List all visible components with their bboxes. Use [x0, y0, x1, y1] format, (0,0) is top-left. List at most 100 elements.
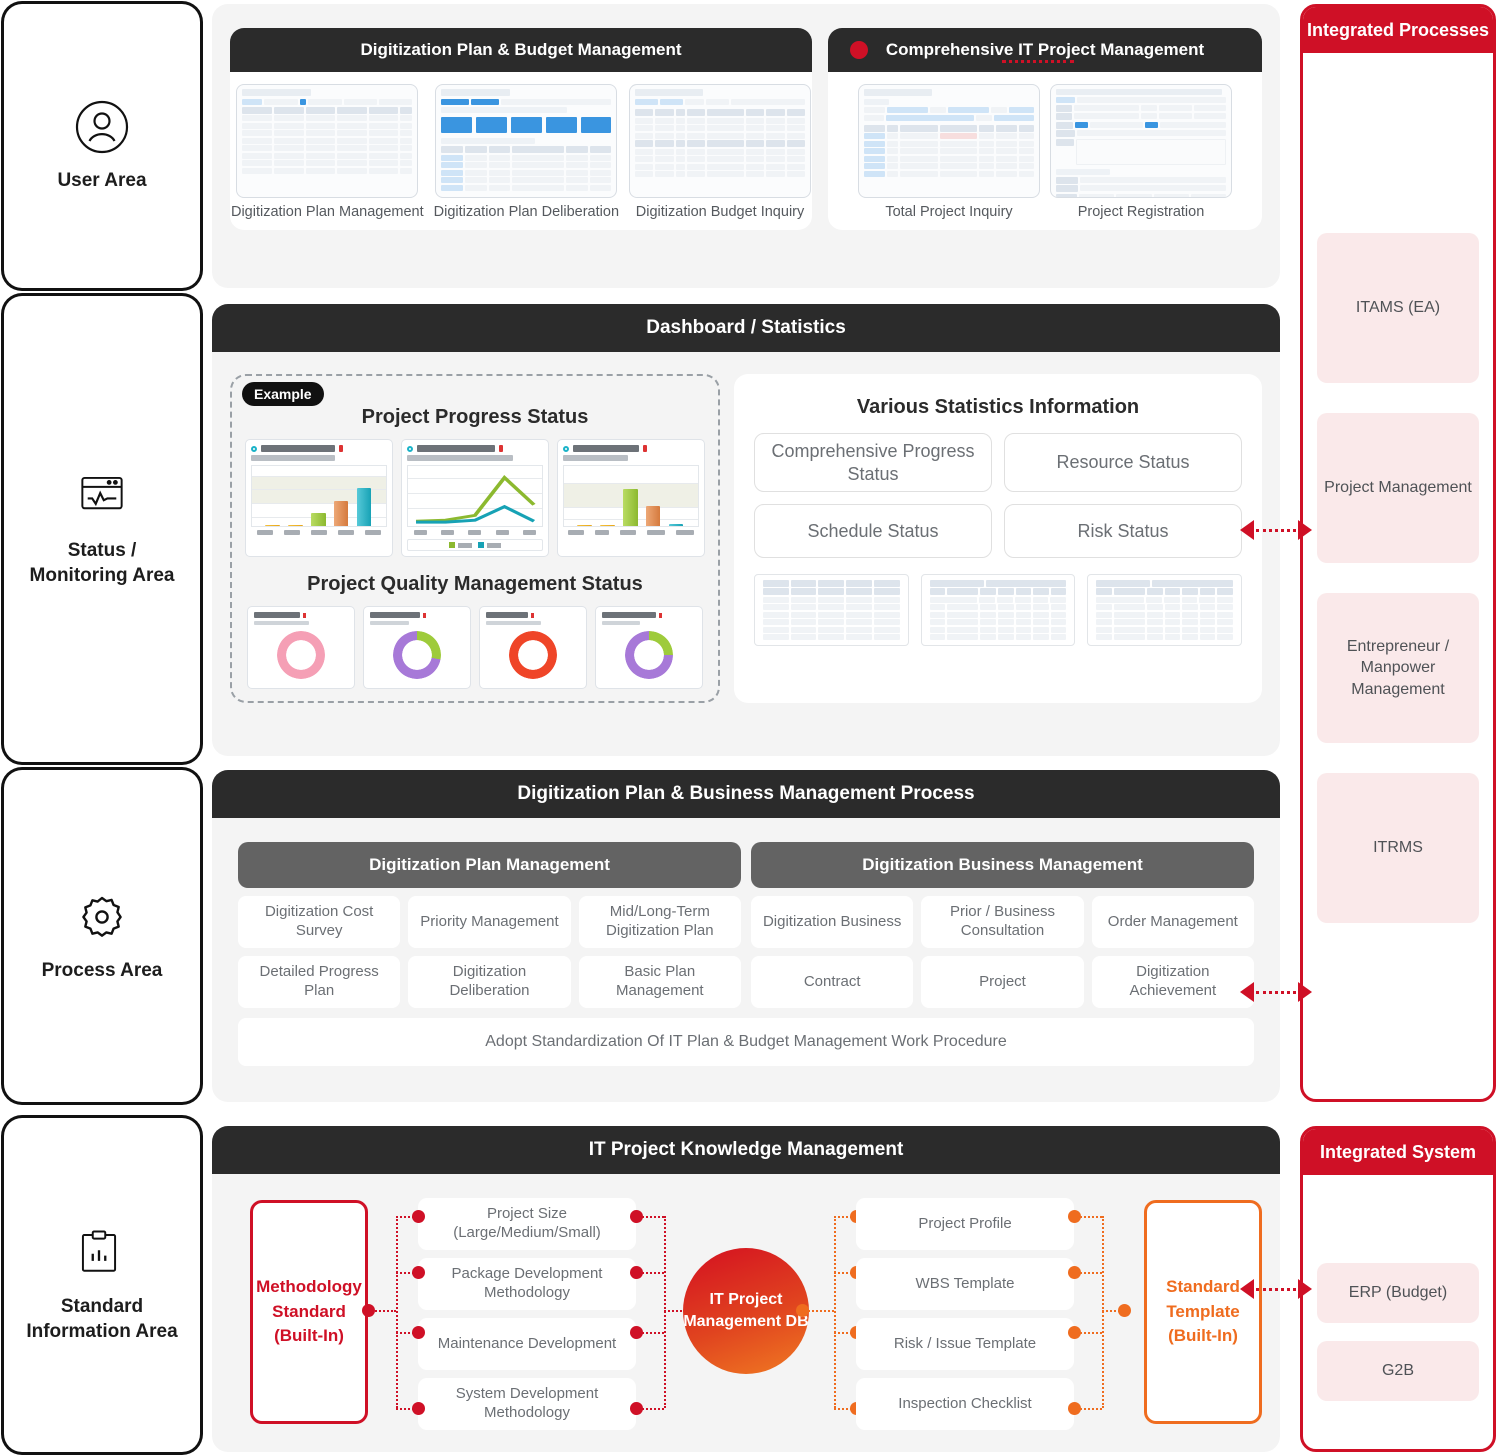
monitor-chart-icon — [74, 469, 130, 525]
connector-line — [642, 1332, 664, 1334]
integrated-system-title: Integrated System — [1303, 1129, 1493, 1175]
knowledge-title: IT Project Knowledge Management — [212, 1126, 1280, 1174]
knowledge-item[interactable]: Project Profile — [856, 1198, 1074, 1250]
arrow-left-icon — [1240, 520, 1254, 540]
process-cell[interactable]: Priority Management — [408, 896, 571, 948]
dashboard-panel: Dashboard / Statistics Example Project P… — [212, 304, 1280, 756]
process-cell[interactable]: Mid/Long-Term Digitization Plan — [578, 896, 741, 948]
standard-template-box[interactable]: Standard Template (Built-In) — [1144, 1200, 1262, 1424]
screenshot-caption: Digitization Plan Management — [230, 204, 424, 220]
rail-item-erp-budget[interactable]: ERP (Budget) — [1317, 1263, 1479, 1323]
connector-node-icon — [1118, 1304, 1131, 1317]
methodology-standard-box[interactable]: Methodology Standard (Built-In) — [250, 1200, 368, 1424]
arrow-dash-line — [1256, 1287, 1296, 1291]
knowledge-item[interactable]: System Development Methodology — [418, 1378, 636, 1430]
knowledge-item[interactable]: WBS Template — [856, 1258, 1074, 1310]
arrow-knowledge-to-integrated-system — [1240, 1279, 1312, 1299]
arrow-left-icon — [1240, 1279, 1254, 1299]
arrow-left-icon — [1240, 982, 1254, 1002]
panel-connector-line — [1002, 60, 1074, 63]
connector-node-icon — [1068, 1266, 1081, 1279]
screenshot-thumb[interactable]: Total Project Inquiry — [858, 84, 1040, 220]
knowledge-item[interactable]: Inspection Checklist — [856, 1378, 1074, 1430]
comprehensive-it-project-title: Comprehensive IT Project Management — [828, 28, 1262, 72]
process-cell[interactable]: Basic Plan Management — [578, 956, 741, 1008]
user-area-panel: Digitization Plan & Budget Management — [212, 4, 1280, 288]
connector-line — [1102, 1310, 1124, 1312]
methodology-items-list: Project Size (Large/Medium/Small) Packag… — [418, 1198, 636, 1430]
progress-charts-row — [244, 439, 706, 557]
connector-line — [1080, 1216, 1102, 1218]
connector-line — [642, 1272, 664, 1274]
stat-pill-risk-status[interactable]: Risk Status — [1004, 504, 1242, 558]
connector-node-icon — [630, 1266, 643, 1279]
connector-node-icon — [630, 1326, 643, 1339]
rail-item-project-management[interactable]: Project Management — [1317, 413, 1479, 563]
example-badge: Example — [242, 382, 324, 406]
stat-pill-schedule-status[interactable]: Schedule Status — [754, 504, 992, 558]
project-progress-status-title: Project Progress Status — [361, 406, 589, 428]
connector-node-icon — [796, 1304, 809, 1317]
connector-line — [1080, 1408, 1102, 1410]
process-cell[interactable]: Digitization Deliberation — [408, 956, 571, 1008]
connector-node-icon — [412, 1326, 425, 1339]
connector-line — [368, 1310, 396, 1312]
example-dashboard-group: Example Project Progress Status — [230, 374, 720, 703]
sidebar-item-status-monitoring-area[interactable]: Status / Monitoring Area — [4, 296, 200, 762]
template-items-list: Project Profile WBS Template Risk / Issu… — [856, 1198, 1074, 1430]
rail-item-itams-ea[interactable]: ITAMS (EA) — [1317, 233, 1479, 383]
connector-line — [664, 1216, 666, 1408]
screenshot-thumb[interactable]: Digitization Budget Inquiry — [629, 84, 812, 220]
arrow-dash-line — [1256, 528, 1296, 532]
process-cell[interactable]: Detailed Progress Plan — [238, 956, 401, 1008]
donut-inspection-performed — [479, 606, 587, 689]
knowledge-item[interactable]: Project Size (Large/Medium/Small) — [418, 1198, 636, 1250]
process-cell[interactable]: Digitization Cost Survey — [238, 896, 401, 948]
digitization-business-management-header: Digitization Business Management — [751, 842, 1254, 888]
arrow-dash-line — [1256, 990, 1296, 994]
process-title: Digitization Plan & Business Management … — [212, 770, 1280, 818]
knowledge-item[interactable]: Risk / Issue Template — [856, 1318, 1074, 1370]
process-cell[interactable]: Prior / Business Consultation — [921, 896, 1084, 948]
knowledge-item[interactable]: Maintenance Development — [418, 1318, 636, 1370]
rail-item-entrepreneur-manpower-management[interactable]: Entrepreneur / Manpower Management — [1317, 593, 1479, 743]
process-cell[interactable]: Project — [921, 956, 1084, 1008]
process-panel: Digitization Plan & Business Management … — [212, 770, 1280, 1102]
connector-node-icon — [1068, 1326, 1081, 1339]
arrow-right-icon — [1298, 520, 1312, 540]
process-cell[interactable]: Digitization Achievement — [1091, 956, 1254, 1008]
connector-line — [834, 1216, 836, 1408]
connector-line — [396, 1216, 398, 1408]
donut-quality-management — [247, 606, 355, 689]
screenshot-caption: Digitization Plan Deliberation — [433, 204, 620, 220]
knowledge-item[interactable]: Package Development Methodology — [418, 1258, 636, 1310]
connector-dot-icon — [850, 41, 868, 59]
digitization-business-management-group: Digitization Business Management Digitiz… — [751, 842, 1254, 1008]
stat-pill-resource-status[interactable]: Resource Status — [1004, 433, 1242, 492]
screenshot-thumb[interactable]: Digitization Plan Deliberation — [434, 84, 619, 220]
process-cell[interactable]: Order Management — [1091, 896, 1254, 948]
process-cell[interactable]: Digitization Business — [751, 896, 914, 948]
clipboard-chart-icon — [74, 1225, 130, 1281]
sidebar-item-process-area[interactable]: Process Area — [4, 770, 200, 1102]
sidebar-item-user-area[interactable]: User Area — [4, 4, 200, 288]
various-statistics-title: Various Statistics Information — [856, 396, 1140, 418]
it-project-management-db[interactable]: IT Project Management DB — [683, 1248, 809, 1374]
rail-item-itrms[interactable]: ITRMS — [1317, 773, 1479, 923]
connector-node-icon — [362, 1304, 375, 1317]
chart-budget-trend-5yrs — [401, 439, 549, 557]
process-cell[interactable]: Contract — [751, 956, 914, 1008]
sidebar-item-standard-information-area[interactable]: Standard Information Area — [4, 1118, 200, 1452]
chart-yearly-project-status — [245, 439, 393, 557]
screenshot-thumb[interactable]: Digitization Plan Management — [231, 84, 424, 220]
rail-item-g2b[interactable]: G2B — [1317, 1341, 1479, 1401]
stat-table-thumb — [1087, 574, 1243, 646]
screenshot-thumb[interactable]: Project Registration — [1050, 84, 1232, 220]
connector-line — [396, 1216, 418, 1218]
stat-pill-comprehensive-progress-status[interactable]: Comprehensive Progress Status — [754, 433, 992, 492]
gear-icon — [74, 889, 130, 945]
integrated-processes-title: Integrated Processes — [1303, 7, 1493, 53]
connector-line — [834, 1332, 856, 1334]
stat-table-thumb — [920, 574, 1076, 646]
